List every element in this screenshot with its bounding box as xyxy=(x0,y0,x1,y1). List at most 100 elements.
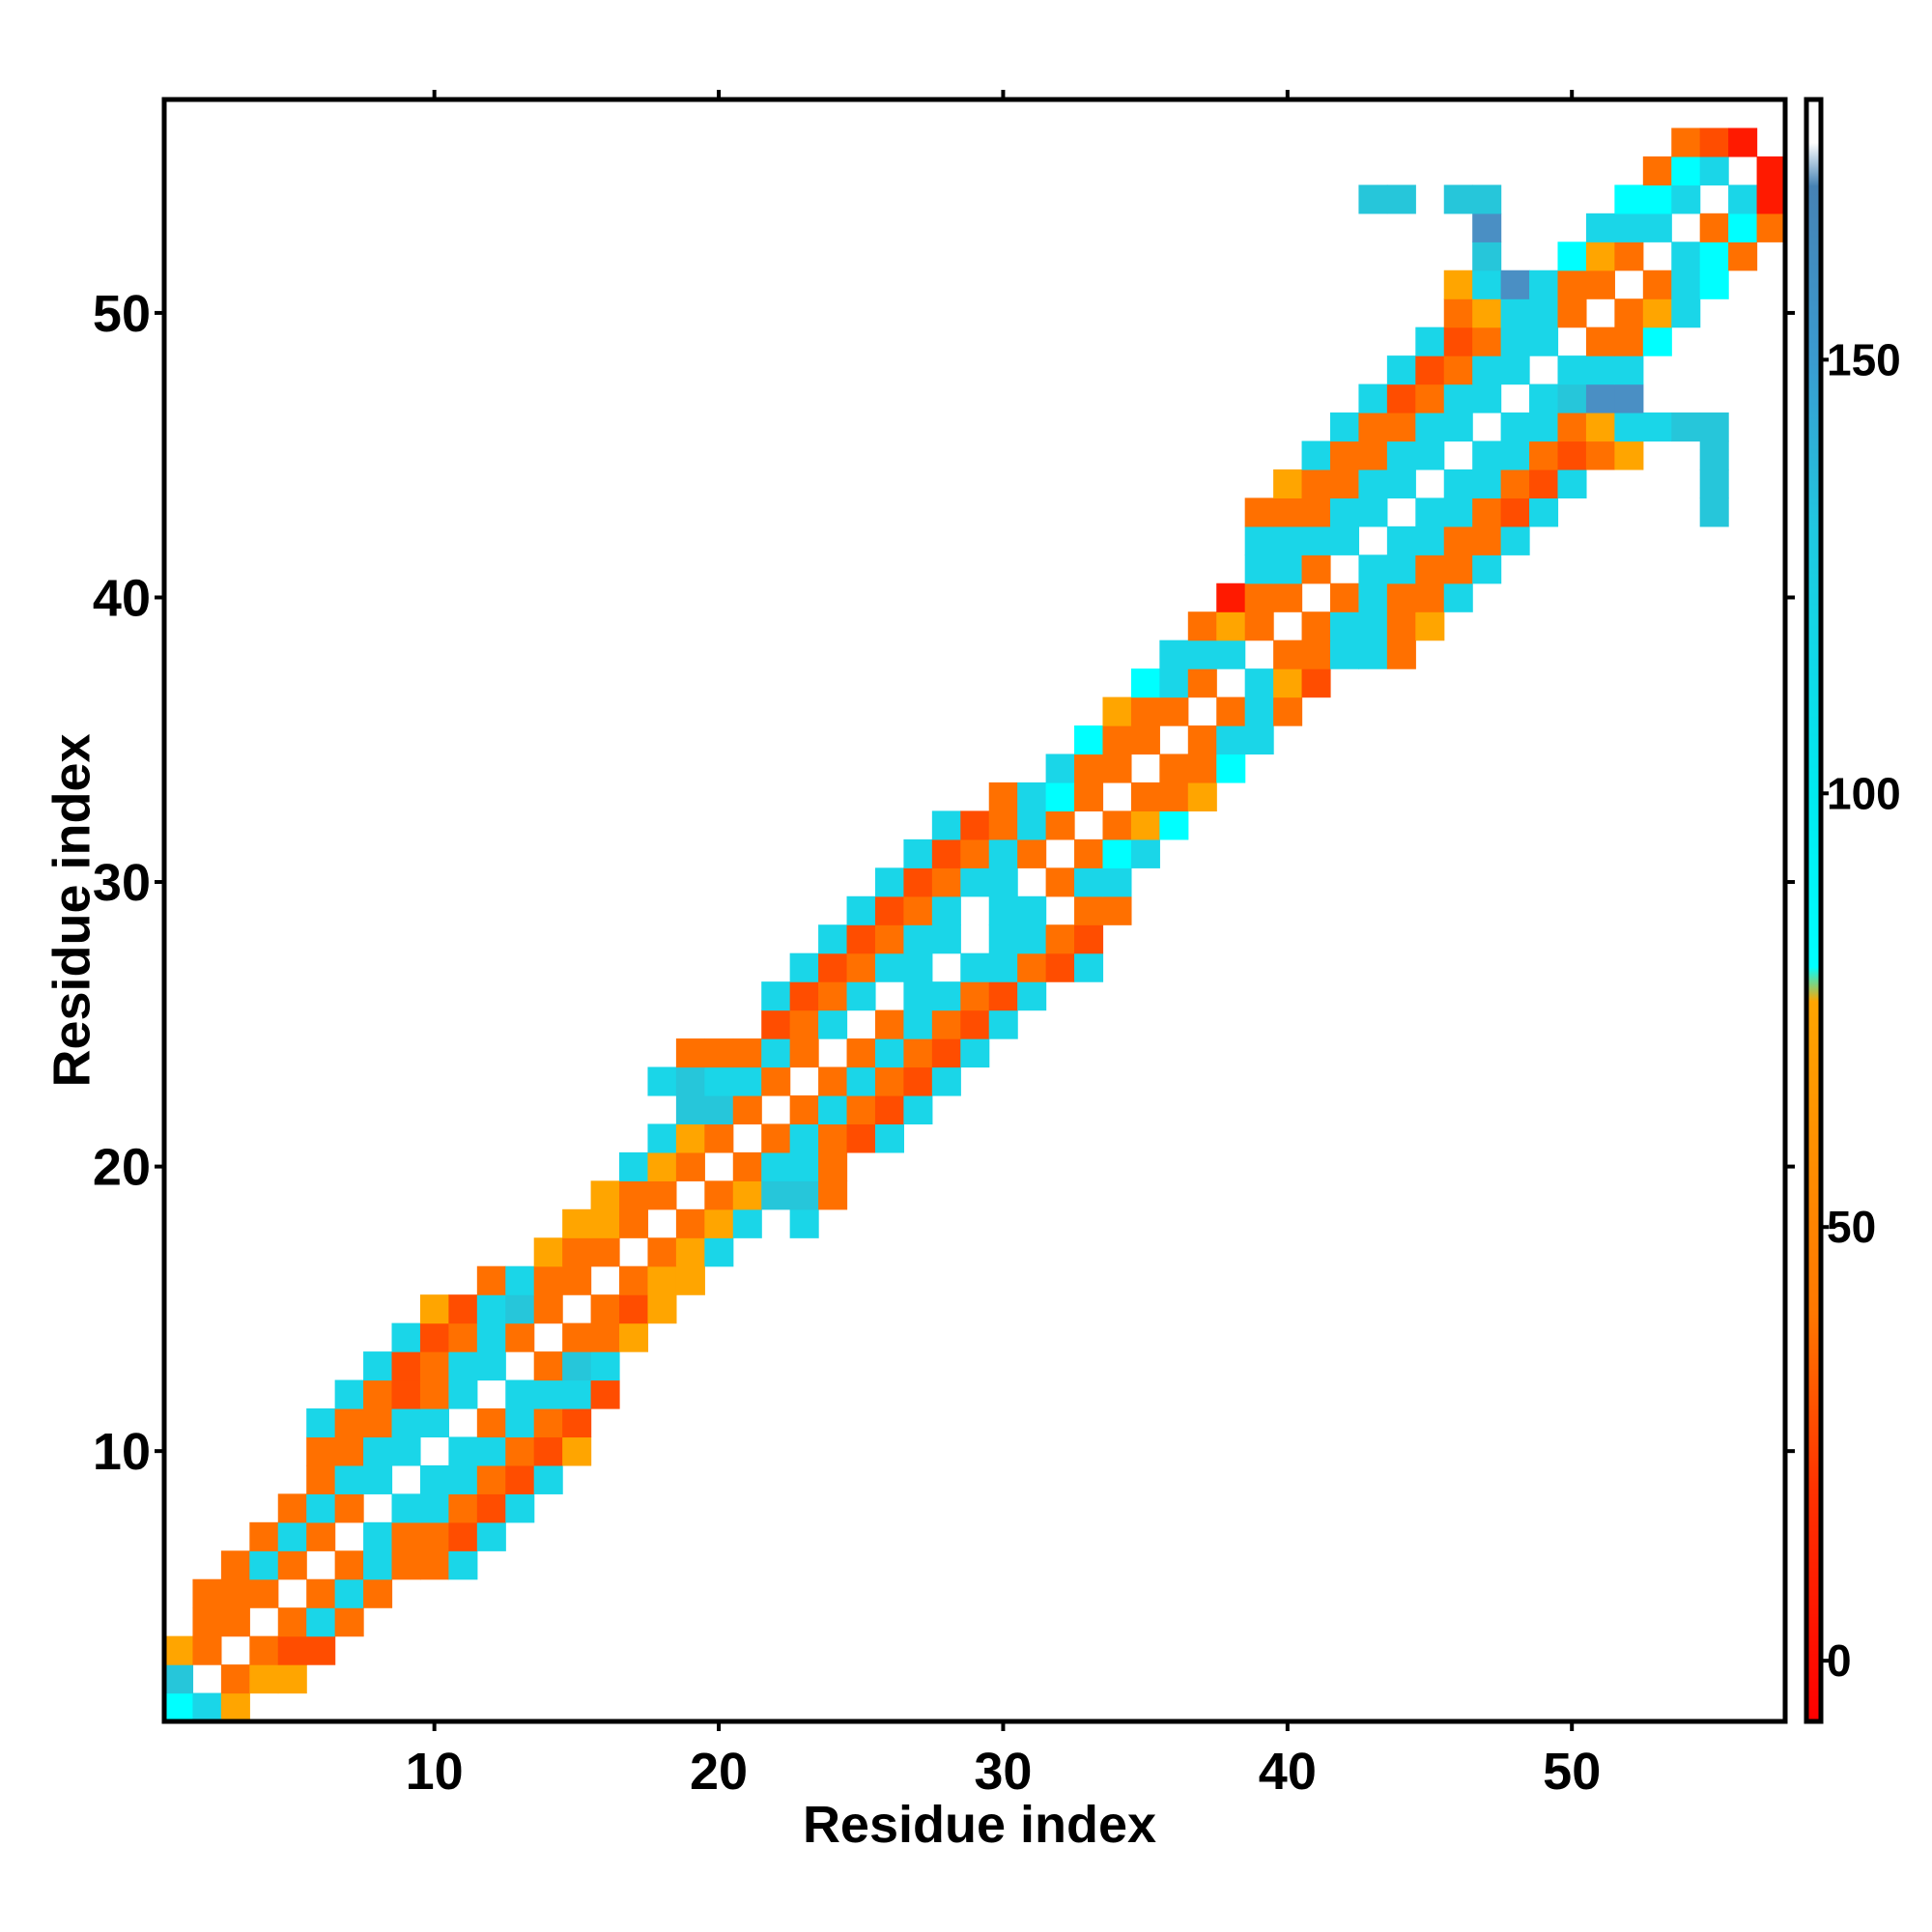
heatmap-cell xyxy=(419,1407,449,1438)
heatmap-cell xyxy=(1244,497,1274,527)
heatmap-cell xyxy=(1074,924,1104,954)
heatmap-cell xyxy=(846,1123,876,1153)
heatmap-cell xyxy=(1415,611,1445,641)
heatmap-cell xyxy=(1130,781,1160,812)
heatmap-cell xyxy=(448,1521,478,1551)
heatmap-cell xyxy=(619,1265,649,1295)
heatmap-cell xyxy=(1671,298,1701,328)
heatmap-cell xyxy=(1216,611,1246,641)
heatmap-cell xyxy=(1614,185,1644,214)
heatmap-cell xyxy=(1074,867,1104,897)
heatmap-cell xyxy=(1443,298,1473,328)
heatmap-cell xyxy=(1244,696,1274,726)
heatmap-cell xyxy=(1529,497,1559,527)
heatmap-cell xyxy=(1614,213,1644,242)
heatmap-cell xyxy=(1159,781,1189,812)
heatmap-cell xyxy=(363,1407,393,1438)
heatmap-cell xyxy=(277,1521,307,1551)
heatmap-cell xyxy=(1273,497,1303,527)
heatmap-cell xyxy=(874,895,904,925)
heatmap-cell xyxy=(1216,725,1246,755)
heatmap-cell xyxy=(1472,327,1502,356)
heatmap-cell xyxy=(1728,213,1758,242)
heatmap-cell xyxy=(334,1464,364,1494)
heatmap-cell xyxy=(1614,440,1644,470)
heatmap-cell xyxy=(306,1493,336,1523)
heatmap-cell xyxy=(1159,668,1189,698)
heatmap-cell xyxy=(1187,668,1217,698)
heatmap-cell xyxy=(562,1265,592,1295)
heatmap-cell xyxy=(1386,611,1416,641)
heatmap-cell xyxy=(505,1407,535,1438)
heatmap-cell xyxy=(1045,867,1075,897)
heatmap-cell xyxy=(675,1151,705,1181)
heatmap-cell xyxy=(1557,412,1587,442)
heatmap-cell xyxy=(419,1550,449,1580)
heatmap-cell xyxy=(277,1607,307,1637)
heatmap-cell xyxy=(1301,526,1331,555)
heatmap-cell xyxy=(1642,298,1672,328)
heatmap-cell xyxy=(818,924,848,954)
heatmap-cell xyxy=(419,1379,449,1409)
heatmap-cell xyxy=(277,1664,307,1694)
heatmap-cell xyxy=(988,781,1018,812)
heatmap-cell xyxy=(1045,781,1075,812)
heatmap-cell xyxy=(1244,554,1274,584)
heatmap-cell xyxy=(732,1208,762,1238)
heatmap-cell xyxy=(1585,384,1615,413)
heatmap-cell xyxy=(1187,639,1217,669)
heatmap-cell xyxy=(1386,185,1416,214)
heatmap-cell xyxy=(931,838,961,868)
heatmap-cell xyxy=(761,1009,791,1039)
heatmap-cell xyxy=(1159,810,1189,840)
heatmap-cell xyxy=(1130,725,1160,755)
heatmap-cell xyxy=(818,1066,848,1096)
heatmap-cell xyxy=(704,1180,734,1210)
heatmap-cell xyxy=(960,952,990,982)
heatmap-cell xyxy=(761,1151,791,1181)
heatmap-cell xyxy=(505,1379,535,1409)
heatmap-cell xyxy=(1301,668,1331,698)
heatmap-cell xyxy=(1671,270,1701,299)
heatmap-cell xyxy=(1017,781,1047,812)
heatmap-cell xyxy=(1273,582,1303,612)
heatmap-cell xyxy=(249,1521,279,1551)
heatmap-cell xyxy=(1557,270,1587,299)
heatmap-cell xyxy=(1045,952,1075,982)
heatmap-cell xyxy=(1642,270,1672,299)
y-axis-label: Residue index xyxy=(43,733,100,1087)
heatmap-cell xyxy=(277,1493,307,1523)
heatmap-cell xyxy=(647,1180,677,1210)
heatmap-cell xyxy=(562,1237,592,1267)
heatmap-cell xyxy=(476,1521,506,1551)
heatmap-cell xyxy=(220,1692,250,1722)
heatmap-cell xyxy=(533,1436,563,1466)
heatmap-cell xyxy=(647,1237,677,1267)
heatmap-cell xyxy=(1500,412,1530,442)
heatmap-cell xyxy=(1557,355,1587,385)
heatmap-cell xyxy=(419,1294,449,1324)
heatmap-cell xyxy=(1301,611,1331,641)
heatmap-cell xyxy=(1159,753,1189,783)
heatmap-cell xyxy=(1216,639,1246,669)
axis-ticks: 10 20 30 40 50 10 20 30 40 50 xyxy=(93,90,1795,1801)
heatmap-cell xyxy=(306,1635,336,1665)
heatmap-cell xyxy=(1102,838,1132,868)
heatmap-cell xyxy=(1699,270,1729,299)
heatmap-cell xyxy=(1386,355,1416,385)
heatmap-cell xyxy=(874,952,904,982)
heatmap-cell xyxy=(220,1578,250,1608)
heatmap-cell xyxy=(903,1066,933,1096)
heatmap-cell xyxy=(419,1521,449,1551)
heatmap-cell xyxy=(476,1265,506,1295)
heatmap-cell xyxy=(533,1379,563,1409)
heatmap-cell xyxy=(1017,981,1047,1011)
heatmap-cell xyxy=(1273,696,1303,726)
heatmap-cell xyxy=(903,895,933,925)
heatmap-cell xyxy=(1415,412,1445,442)
heatmap-cell xyxy=(1728,242,1758,271)
heatmap-cell xyxy=(1386,582,1416,612)
heatmap-cell xyxy=(931,810,961,840)
heatmap-cell xyxy=(448,1550,478,1580)
heatmap-cell xyxy=(1159,696,1189,726)
